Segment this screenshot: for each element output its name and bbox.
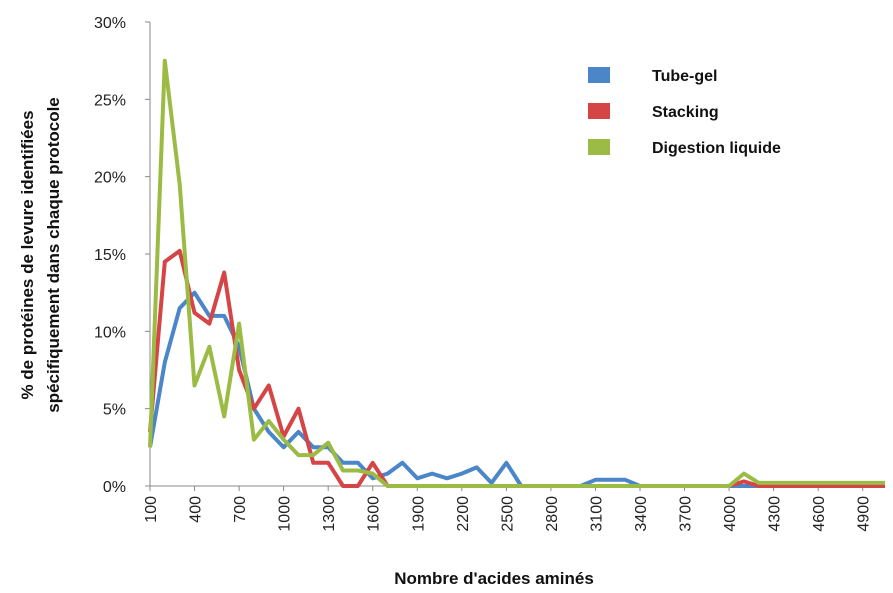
x-tick-label: 4600 [811,496,828,532]
x-tick-label: 3700 [678,496,695,532]
x-axis-ticks: 100 400 700 1000 1300 1600 1900 2200 2500 2800 310… [143,486,873,532]
x-tick-label: 4900 [856,496,873,532]
series-layer [148,58,885,488]
y-tick-label: 20% [94,170,126,187]
x-tick-label: 100 [143,496,160,523]
x-tick-label: 1600 [366,496,383,532]
x-tick-label: 1300 [321,496,338,532]
legend-label: Stacking [652,104,719,121]
legend-label: Tube-gel [652,68,717,85]
x-tick-label: 1900 [410,496,427,532]
x-tick-label: 2200 [455,496,472,532]
legend: Tube-gel Stacking Digestion liquide [588,67,781,157]
series-line-stacking [148,248,885,488]
x-tick-label: 3400 [633,496,650,532]
x-tick-label: 1000 [277,496,294,532]
x-tick-label: 400 [188,496,205,523]
y-tick-label: 0% [103,479,126,496]
x-axis-title: Nombre d'acides aminés [394,569,594,588]
y-axis-title-line2: spécifiquement dans chaque protocole [44,97,63,413]
x-tick-label: 2500 [499,496,516,532]
y-tick-label: 15% [94,247,126,264]
series-line-tube-gel [148,290,885,488]
y-axis-ticks: 0% 5% 10% 15% 20% 25% 30% [94,15,150,496]
legend-label: Digestion liquide [652,140,781,157]
legend-swatch [588,103,610,119]
y-tick-label: 30% [94,15,126,32]
x-tick-label: 3100 [588,496,605,532]
x-tick-label: 700 [232,496,249,523]
x-tick-label: 2800 [544,496,561,532]
y-axis-title-line1: % de protéines de levure identifiées [18,110,37,399]
x-tick-label: 4300 [767,496,784,532]
series-line-digestion-liquide [148,58,885,488]
x-tick-label: 4000 [722,496,739,532]
legend-swatch [588,139,610,155]
y-tick-label: 25% [94,92,126,109]
y-tick-label: 10% [94,324,126,341]
legend-swatch [588,67,610,83]
y-tick-label: 5% [103,402,126,419]
